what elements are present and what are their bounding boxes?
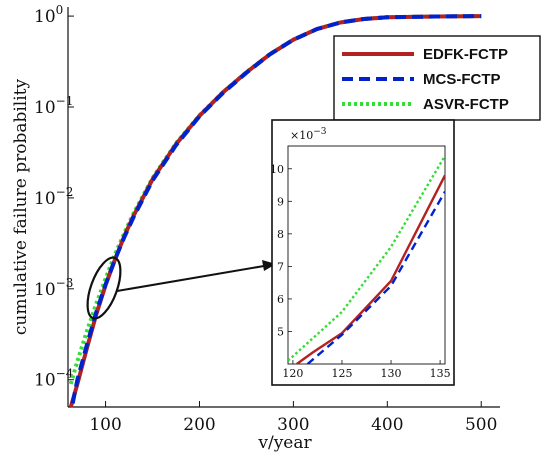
inset-y-tick-label: 9 [277, 195, 284, 208]
inset-axes-box [287, 145, 446, 365]
series-line-mcs-fctp [70, 14, 482, 404]
y-tick-base: 10 [34, 189, 56, 209]
inset-series-line-asvr-fctp [288, 155, 445, 362]
y-tick-label: 10−2 [34, 185, 73, 209]
y-tick-base: 10 [34, 280, 56, 300]
inset-x-tick-label: 135 [430, 367, 451, 380]
inset-series-group [288, 155, 445, 364]
x-tick-label: 100 [89, 415, 121, 435]
legend-label-mcs-fctp: MCS-FCTP [423, 71, 501, 88]
x-axis-label: v/year [257, 433, 312, 453]
y-tick-label: 10−4 [34, 367, 74, 391]
inset-y-multiplier-exponent: −3 [313, 127, 327, 137]
zoom-arrow-head [262, 260, 276, 271]
inset-x-tick-label: 125 [331, 367, 352, 380]
x-tick-label: 300 [277, 415, 309, 435]
inset-y-tick-label: 5 [277, 325, 284, 338]
zoom-arrow-line [116, 265, 265, 292]
zoom-callout [86, 256, 276, 320]
zoom-region-ellipse [86, 256, 122, 320]
inset-frame [271, 119, 455, 386]
y-axis-label: cumulative failure probability [11, 79, 31, 336]
x-tick-label: 400 [371, 415, 403, 435]
y-tick-label: 10−3 [34, 276, 73, 300]
y-tick-label: 100 [34, 3, 63, 27]
inset-y-multiplier-base: ×10 [290, 129, 313, 142]
inset-series-line-mcs-fctp [306, 191, 445, 364]
inset-y-tick-label: 6 [277, 293, 284, 306]
y-tick-exponent: −3 [56, 276, 74, 290]
main-plot: 100 200 300 400 50010−410−310−210−1100v/year… [11, 3, 500, 453]
inset-y-tick-label: 7 [277, 260, 284, 273]
x-tick-label: 500 [465, 415, 497, 435]
legend-label-edfk-fctp: EDFK-FCTP [423, 46, 508, 63]
legend: EDFK-FCTP MCS-FCTP ASVR-FCTP [333, 35, 541, 121]
y-tick-exponent: −2 [56, 185, 74, 199]
inset-y-multiplier: ×10−3 [290, 127, 327, 142]
legend-label-asvr-fctp: ASVR-FCTP [423, 96, 509, 113]
y-tick-exponent: −4 [56, 367, 74, 381]
inset-y-tick-label: 10 [270, 163, 284, 176]
y-tick-base: 10 [34, 371, 56, 391]
y-tick-label: 10−1 [34, 94, 73, 118]
y-tick-base: 10 [34, 98, 56, 118]
inset-x-tick-label: 120 [282, 367, 303, 380]
x-tick-label: 200 [183, 415, 215, 435]
y-tick-base: 10 [34, 7, 56, 27]
inset-y-tick-label: 8 [277, 228, 284, 241]
y-tick-exponent: 0 [56, 3, 64, 17]
y-tick-exponent: −1 [56, 94, 74, 108]
inset-plot: 120 125 130 135 5 6 7 8 9 10 ×10−3 [270, 119, 455, 386]
inset-x-tick-label: 130 [381, 367, 402, 380]
